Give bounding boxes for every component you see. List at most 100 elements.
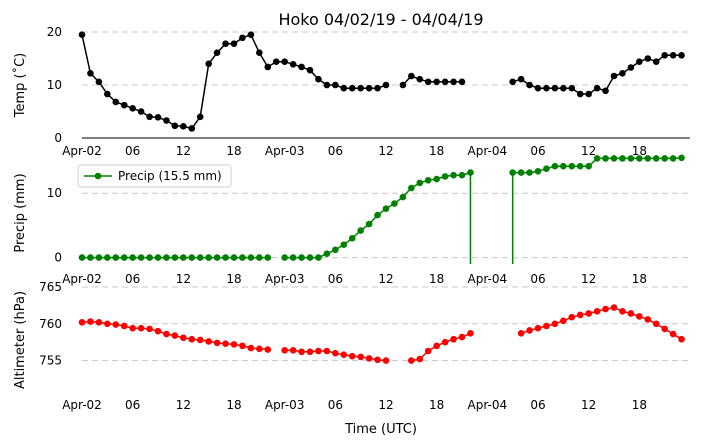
x-tick-label: 06 xyxy=(530,144,545,158)
data-point xyxy=(298,63,305,71)
data-point xyxy=(188,335,196,343)
x-tick-label: 12 xyxy=(176,398,191,412)
data-point xyxy=(348,352,356,360)
x-tick-label: 12 xyxy=(378,272,393,286)
y-axis-label: Altimeter (hPa) xyxy=(13,291,28,389)
data-point xyxy=(365,84,373,92)
data-point xyxy=(104,90,111,98)
data-point xyxy=(526,169,533,176)
data-point xyxy=(87,254,94,261)
legend: Precip (15.5 mm) xyxy=(77,164,232,188)
data-point xyxy=(399,81,407,89)
data-point xyxy=(458,333,466,341)
chart-panel-1: 0 10 20 Temp (˚C) Apr-02 06 12 18 Apr-03 06 12 18 Ap… xyxy=(12,25,690,158)
data-point xyxy=(543,322,550,330)
data-point xyxy=(112,98,120,106)
data-point xyxy=(104,254,111,261)
data-point xyxy=(576,311,584,319)
data-point xyxy=(205,60,212,68)
x-tick-label: 18 xyxy=(632,272,647,286)
data-point xyxy=(205,338,212,345)
data-point xyxy=(382,205,390,212)
data-point xyxy=(399,193,407,201)
data-point xyxy=(154,114,162,121)
data-point xyxy=(678,154,685,162)
data-point xyxy=(78,31,86,38)
data-point xyxy=(424,177,432,184)
data-point xyxy=(467,330,474,337)
data-point xyxy=(627,155,635,162)
data-point xyxy=(365,220,373,228)
x-axis-label: Time (UTC) xyxy=(344,422,417,437)
data-point xyxy=(78,319,86,326)
data-point xyxy=(222,40,229,47)
x-tick-label: Apr-04 xyxy=(468,398,508,412)
y-tick-label: 765 xyxy=(39,280,62,294)
data-point xyxy=(171,254,179,261)
data-point xyxy=(644,55,652,62)
data-point xyxy=(357,353,364,361)
data-point xyxy=(289,61,297,68)
data-point xyxy=(323,81,331,89)
data-point xyxy=(239,342,246,350)
y-tick-label: 0 xyxy=(54,131,62,145)
data-point xyxy=(450,335,457,343)
data-point xyxy=(669,155,677,162)
data-point xyxy=(256,345,263,353)
x-tick-label: 12 xyxy=(378,398,393,412)
data-point xyxy=(230,254,238,261)
data-point xyxy=(576,90,584,98)
data-point xyxy=(408,184,415,192)
data-point xyxy=(551,162,559,170)
data-point xyxy=(213,49,221,56)
data-point xyxy=(568,313,576,321)
data-point xyxy=(272,58,280,65)
data-point xyxy=(458,171,466,179)
data-point xyxy=(213,339,221,347)
data-point xyxy=(408,357,415,364)
data-point xyxy=(146,254,153,261)
x-tick-label: 12 xyxy=(581,272,596,286)
x-tick-label: Apr-02 xyxy=(62,398,102,412)
x-tick-label: 12 xyxy=(581,398,596,412)
x-tick-label: 06 xyxy=(328,398,343,412)
data-point xyxy=(669,330,677,338)
data-point xyxy=(374,211,381,219)
data-point xyxy=(120,101,128,109)
data-point xyxy=(433,175,440,183)
data-point xyxy=(644,316,652,323)
data-point xyxy=(593,84,601,92)
data-point xyxy=(332,246,339,254)
data-point xyxy=(416,355,424,363)
data-point xyxy=(289,346,297,354)
data-point xyxy=(382,81,390,89)
data-point xyxy=(534,168,542,175)
data-point xyxy=(433,342,440,350)
data-point xyxy=(568,162,576,170)
x-tick-label: 18 xyxy=(226,398,241,412)
data-point xyxy=(661,52,668,59)
data-point xyxy=(551,84,559,92)
data-point xyxy=(602,87,609,95)
data-point xyxy=(104,320,111,328)
data-point xyxy=(441,338,449,346)
y-tick-label: 755 xyxy=(39,354,62,368)
y-axis-label: Temp (˚C) xyxy=(12,53,28,119)
x-tick-label: 06 xyxy=(328,144,343,158)
x-tick-label: 06 xyxy=(530,272,545,286)
data-point xyxy=(230,40,238,47)
data-point xyxy=(306,254,314,261)
data-point xyxy=(95,78,103,86)
x-tick-label: Apr-02 xyxy=(62,272,102,286)
data-point xyxy=(424,347,432,355)
data-point xyxy=(619,70,626,77)
data-point xyxy=(585,310,592,317)
data-point xyxy=(306,348,314,356)
data-point xyxy=(534,324,542,332)
data-point xyxy=(247,344,255,352)
y-tick-label: 0 xyxy=(54,251,62,265)
data-point xyxy=(163,254,170,261)
data-point xyxy=(619,307,626,315)
data-point xyxy=(180,334,187,342)
x-tick-label: 18 xyxy=(226,144,241,158)
